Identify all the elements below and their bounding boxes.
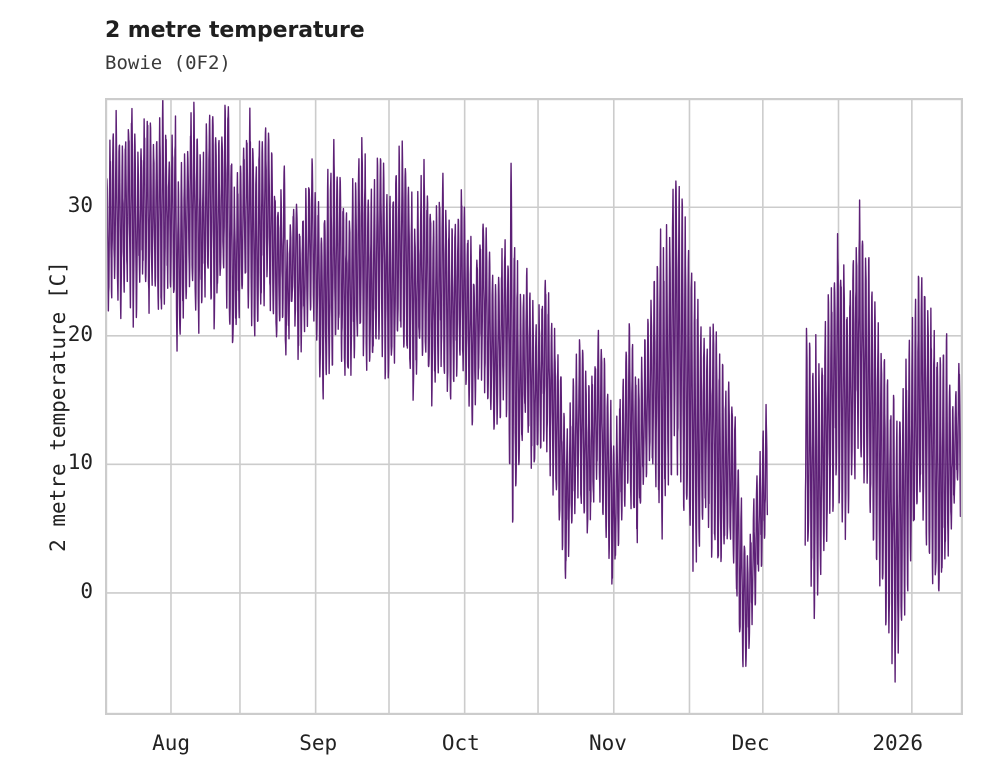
page-title: 2 metre temperature <box>105 18 365 43</box>
y-axis-label: 2 metre temperature [C] <box>46 261 70 552</box>
x-axis-tick-label: Oct <box>441 731 480 755</box>
y-axis-tick-label: 10 <box>67 450 93 475</box>
y-axis-tick-label: 20 <box>67 321 93 346</box>
x-axis-tick-label: Sep <box>299 731 338 755</box>
x-axis-tick-label: Dec <box>731 731 770 755</box>
x-axis-tick-label: Aug <box>152 731 191 755</box>
axes-spines <box>105 98 963 715</box>
temperature-series <box>105 98 963 683</box>
x-axis-tick-label: 2026 <box>872 731 923 755</box>
plot-area <box>105 98 963 715</box>
chart-subtitle: Bowie (0F2) <box>105 52 231 74</box>
temperature-line-chart <box>105 98 963 715</box>
y-axis-tick-label: 0 <box>80 578 93 603</box>
x-axis-tick-label: Nov <box>588 731 627 755</box>
y-axis-tick-label: 30 <box>67 193 93 218</box>
series-line-2m-temperature <box>105 98 963 683</box>
plot-border <box>105 98 963 715</box>
